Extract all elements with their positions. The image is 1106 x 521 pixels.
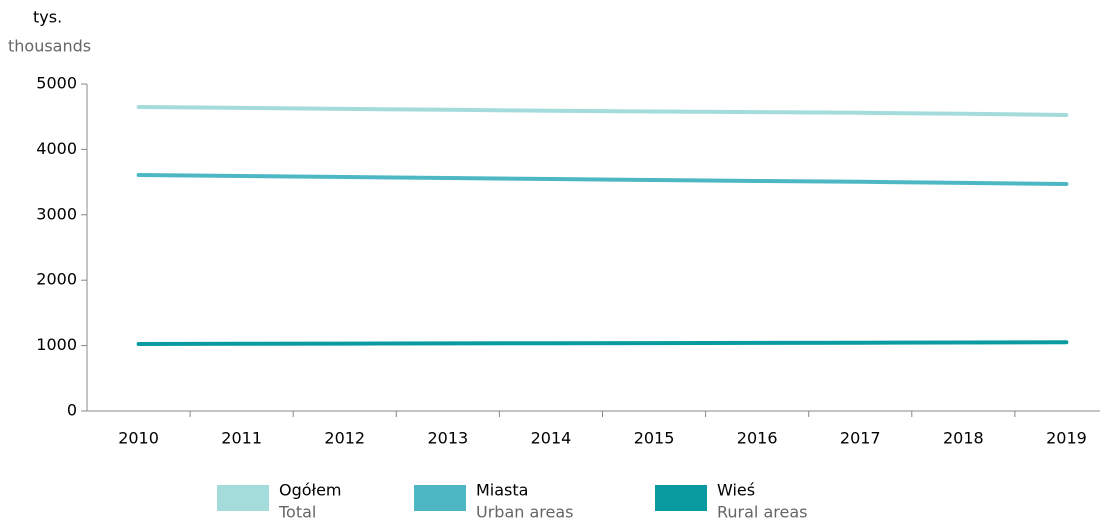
legend-swatch <box>414 485 466 511</box>
x-tick-label: 2018 <box>943 429 984 448</box>
y-tick-label: 2000 <box>36 270 77 289</box>
x-tick-label: 2013 <box>427 429 468 448</box>
x-tick-label: 2016 <box>737 429 778 448</box>
legend-swatch <box>217 485 269 511</box>
series-line <box>136 105 1069 117</box>
x-tick-label: 2012 <box>324 429 365 448</box>
legend-swatch <box>655 485 707 511</box>
legend-label: Wieś <box>717 481 755 500</box>
x-tick-label: 2019 <box>1046 429 1087 448</box>
legend-label-en: Total <box>278 503 316 521</box>
x-tick-label: 2015 <box>634 429 675 448</box>
x-tick-label: 2011 <box>221 429 262 448</box>
legend-label-en: Urban areas <box>476 503 574 521</box>
x-tick-label: 2014 <box>531 429 572 448</box>
x-tick-label: 2010 <box>118 429 159 448</box>
x-tick-label: 2017 <box>840 429 881 448</box>
legend-label: Ogółem <box>279 481 342 500</box>
legend-label-en: Rural areas <box>717 503 807 521</box>
y-axis-label: tys. <box>33 8 62 27</box>
y-tick-label: 3000 <box>36 204 77 223</box>
y-axis-label-en: thousands <box>8 37 91 56</box>
series-line <box>136 340 1069 346</box>
series-line <box>136 173 1069 186</box>
y-tick-label: 0 <box>67 401 77 420</box>
y-tick-label: 5000 <box>36 74 77 93</box>
y-tick-label: 1000 <box>36 335 77 354</box>
legend-label: Miasta <box>476 481 528 500</box>
y-tick-label: 4000 <box>36 139 77 158</box>
